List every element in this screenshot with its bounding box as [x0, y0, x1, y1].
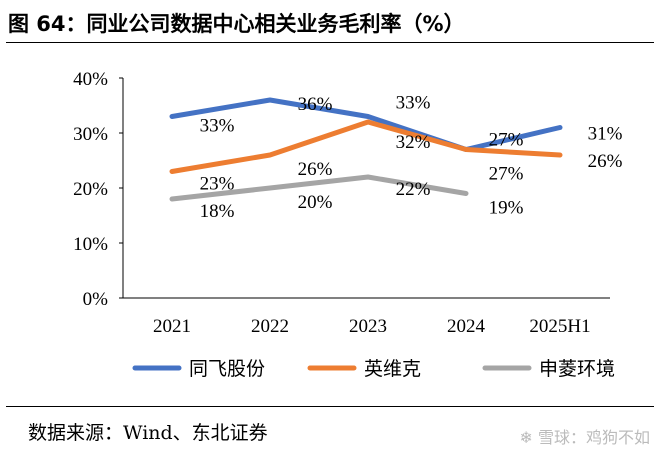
x-tick-label: 2025H1	[529, 316, 590, 337]
y-tick-label: 40%	[73, 69, 108, 90]
y-tick-label: 0%	[83, 289, 109, 310]
data-label: 27%	[489, 130, 524, 151]
source-rule	[6, 406, 654, 407]
legend-label: 英维克	[364, 358, 421, 380]
x-tick-label: 2023	[349, 316, 387, 337]
legend-label: 同飞股份	[189, 358, 265, 380]
x-tick-label: 2024	[447, 316, 486, 337]
data-label: 26%	[298, 159, 333, 180]
data-label: 33%	[396, 93, 431, 114]
data-label: 31%	[588, 124, 623, 145]
data-label: 33%	[200, 116, 235, 137]
data-label: 22%	[396, 179, 431, 200]
y-tick-label: 20%	[73, 179, 108, 200]
title-rule	[6, 42, 654, 43]
series-line-2	[169, 174, 469, 202]
data-label: 26%	[588, 151, 623, 172]
data-label: 20%	[298, 192, 333, 213]
figure-title: 图 64：同业公司数据中心相关业务毛利率（%）	[8, 12, 465, 36]
data-label: 18%	[200, 201, 235, 222]
source-note: 数据来源：Wind、东北证券	[28, 422, 268, 444]
data-label: 36%	[298, 94, 333, 115]
series-line-1	[169, 119, 563, 174]
line-chart: 0% 10% 20% 30% 40% 2021 2022 2023 2024 2025H1 33% 3…	[73, 69, 623, 380]
y-tick-label: 30%	[73, 124, 108, 145]
watermark-logo: ❄ 雪球：鸡狗不如	[519, 428, 651, 447]
data-label: 23%	[200, 174, 235, 195]
legend-label: 申菱环境	[539, 358, 615, 380]
x-tick-label: 2022	[251, 316, 289, 337]
data-label: 19%	[489, 198, 524, 219]
y-tick-label: 10%	[73, 234, 108, 255]
data-label: 32%	[396, 132, 431, 153]
data-label: 27%	[489, 164, 524, 185]
series-line-0	[169, 97, 563, 152]
x-tick-label: 2021	[153, 316, 191, 337]
